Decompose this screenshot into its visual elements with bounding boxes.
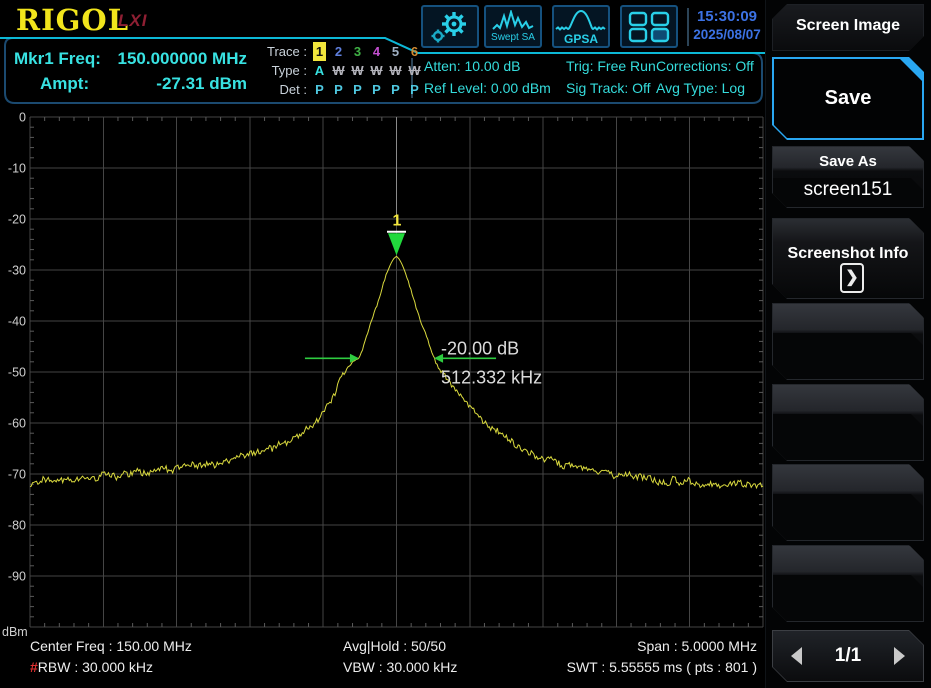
menu-pager: 1/1 (772, 630, 924, 682)
save-as-label: Save As (819, 153, 877, 170)
trace-det-1: P (315, 82, 324, 97)
trace-det-3: P (353, 82, 362, 97)
span-annotation: Span : 5.0000 MHz (637, 638, 757, 654)
save-button[interactable]: Save (772, 57, 924, 140)
next-page-button[interactable] (894, 647, 905, 665)
gpsa-label: GPSA (563, 32, 598, 46)
save-as-button[interactable]: Save As screen151 (772, 146, 924, 208)
screenshot-info-button[interactable]: Screenshot Info❯ (772, 218, 924, 299)
softkey-blank-4[interactable] (772, 545, 924, 622)
trace-det-4: P (372, 82, 381, 97)
trace-type-4: W (370, 63, 383, 78)
marker-1-triangle (388, 233, 405, 256)
trace-type-5: W (389, 63, 402, 78)
y-axis-tick-label: -40 (8, 315, 26, 329)
page-indicator: 1/1 (834, 645, 862, 666)
marker-freq-value: 150.000000 MHz (117, 49, 247, 68)
layout-grid-icon (628, 11, 670, 42)
swept-sa-label: Swept SA (491, 32, 535, 43)
ndb-left-arrow (349, 353, 359, 363)
y-axis-tick-label: 0 (19, 111, 26, 125)
prev-page-button[interactable] (791, 647, 802, 665)
date-value: 2025/08/07 (693, 27, 761, 42)
y-axis-tick-label: -90 (8, 570, 26, 584)
trig-sigtrack-status: Trig: Free Run Sig Track: Off (566, 55, 656, 99)
trace-chip-5[interactable]: 5 (391, 44, 400, 59)
ref-level-value: Ref Level: 0.00 dBm (424, 80, 551, 96)
swept-sa-icon (492, 10, 534, 30)
save-as-filename: screen151 (803, 179, 893, 200)
chevron-right-icon: ❯ (840, 263, 864, 293)
y-axis-tick-label: -30 (8, 264, 26, 278)
y-axis-tick-label: -50 (8, 366, 26, 380)
ndb-value-label: -20.00 dB (441, 338, 519, 358)
avg-type-value: Avg Type: Log (656, 80, 745, 96)
y-axis-unit-label: dBm (2, 625, 28, 638)
ndb-bandwidth-label: 512.332 kHz (441, 367, 542, 387)
trace-type-6: W (408, 63, 421, 78)
ndb-right-arrow (434, 353, 444, 363)
instrument-main-area: RIGOL LXI Mkr1 Freq: 150.000000 MHz Ampt… (0, 3, 765, 688)
rigol-logo: RIGOL (16, 3, 130, 37)
swept-sa-mode-button[interactable]: Swept SA (484, 5, 542, 48)
corrections-avgtype-status: Corrections: Off Avg Type: Log (656, 55, 754, 99)
gear-icon (431, 11, 466, 42)
annotation-bar: Center Freq : 150.00 MHz #RBW : 30.000 k… (0, 634, 765, 688)
trace-det-6: P (410, 82, 419, 97)
time-value: 15:30:09 (696, 8, 758, 25)
y-axis-tick-label: -20 (8, 213, 26, 227)
y-axis-tick-label: -80 (8, 519, 26, 533)
rbw-annotation: #RBW : 30.000 kHz (30, 659, 153, 675)
trace-type-3: W (351, 63, 364, 78)
clock: 15:30:09 2025/08/07 (692, 7, 762, 44)
trace-det-2: P (334, 82, 343, 97)
trace-chip-1[interactable]: 1 (313, 42, 326, 61)
trace-chip-6[interactable]: 6 (410, 44, 419, 59)
trig-value: Trig: Free Run (566, 58, 656, 74)
spectrum-trace (29, 255, 764, 490)
trace-chip-2[interactable]: 2 (334, 44, 343, 59)
trace-type-1: A (314, 63, 325, 78)
marker-ampt-value: -27.31 dBm (156, 74, 247, 93)
sig-track-value: Sig Track: Off (566, 80, 651, 96)
screenshot-info-label: Screenshot Info (787, 245, 909, 262)
menu-title-screen-image: Screen Image (772, 4, 924, 51)
y-axis-tick-label: -60 (8, 417, 26, 431)
atten-value: Atten: 10.00 dB (424, 58, 521, 74)
window-layout-button[interactable] (620, 5, 678, 48)
rbw-coupled-flag: # (30, 659, 38, 675)
y-axis-tick-label: -70 (8, 468, 26, 482)
softkey-blank-3[interactable] (772, 464, 924, 541)
softkey-blank-1[interactable] (772, 303, 924, 380)
corrections-value: Corrections: Off (656, 58, 754, 74)
save-label: Save (824, 87, 872, 109)
trace-chip-3[interactable]: 3 (353, 44, 362, 59)
lxi-badge: LXI (118, 11, 148, 30)
marker-ampt-label: Ampt: (40, 74, 90, 93)
vbw-annotation: VBW : 30.000 kHz (343, 659, 458, 675)
marker-freq-label: Mkr1 Freq: (14, 49, 101, 68)
atten-reflevel-status: Atten: 10.00 dB Ref Level: 0.00 dBm (424, 55, 551, 99)
softkey-blank-2[interactable] (772, 384, 924, 461)
gpsa-icon (555, 9, 606, 31)
softkey-menu: Screen Image Save Save As screen151 Scre… (765, 0, 931, 688)
gpsa-mode-button[interactable]: GPSA (552, 5, 610, 48)
swt-annotation: SWT : 5.55555 ms ( pts : 801 ) (566, 659, 757, 675)
trace-chip-4[interactable]: 4 (372, 44, 381, 59)
spectrum-display: 0 -10 -20 -30 -40 -50 -60 -70 -80 -90 dBm 1 -20.00 d… (2, 111, 764, 638)
menu-title-label: Screen Image (795, 17, 901, 34)
settings-button[interactable] (421, 5, 479, 48)
trace-type-2: W (332, 63, 345, 78)
center-freq-annotation: Center Freq : 150.00 MHz (30, 638, 192, 654)
marker-1-label: 1 (393, 212, 402, 229)
y-axis-tick-label: -10 (8, 162, 26, 176)
trace-det-5: P (391, 82, 400, 97)
avg-hold-annotation: Avg|Hold : 50/50 (343, 638, 447, 654)
